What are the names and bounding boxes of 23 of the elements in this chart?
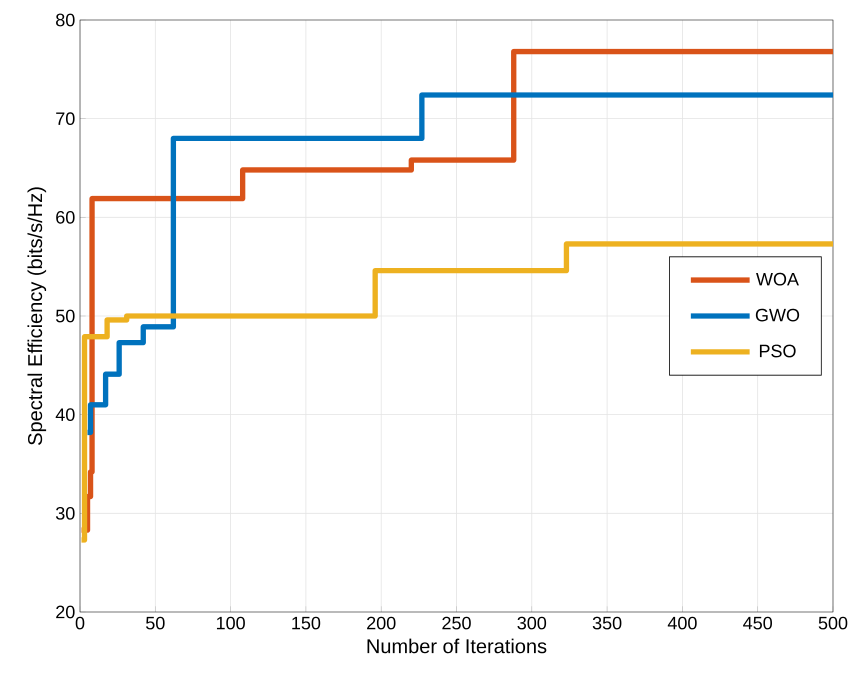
x-tick-label: 300 <box>517 616 546 630</box>
x-tick-label: 50 <box>146 616 165 630</box>
x-tick-label: 450 <box>743 616 772 630</box>
x-tick-label: 500 <box>818 616 848 630</box>
y-tick-label: 60 <box>56 210 75 224</box>
x-tick-label: 400 <box>668 616 697 630</box>
x-tick-label: 200 <box>367 616 396 630</box>
y-tick-label: 20 <box>56 606 75 618</box>
x-tick-label: 350 <box>592 616 622 630</box>
y-tick-label: 80 <box>56 14 75 26</box>
y-axis-title: Spectral Efficiency (bits/s/Hz) <box>27 187 46 445</box>
y-tick-label: 50 <box>56 310 75 322</box>
x-axis-title: Number of Iterations <box>368 638 546 654</box>
legend-label: PSO <box>760 344 796 358</box>
x-tick-label: 150 <box>292 616 320 630</box>
y-tick-label: 40 <box>56 408 75 422</box>
y-tick-label: 70 <box>56 112 75 126</box>
x-tick-label: 0 <box>76 616 84 630</box>
legend-label: WOA <box>756 272 799 286</box>
x-tick-label: 250 <box>442 616 471 630</box>
legend-label: GWO <box>756 308 800 322</box>
y-tick-label: 30 <box>56 506 75 520</box>
x-tick-label: 100 <box>216 616 245 630</box>
